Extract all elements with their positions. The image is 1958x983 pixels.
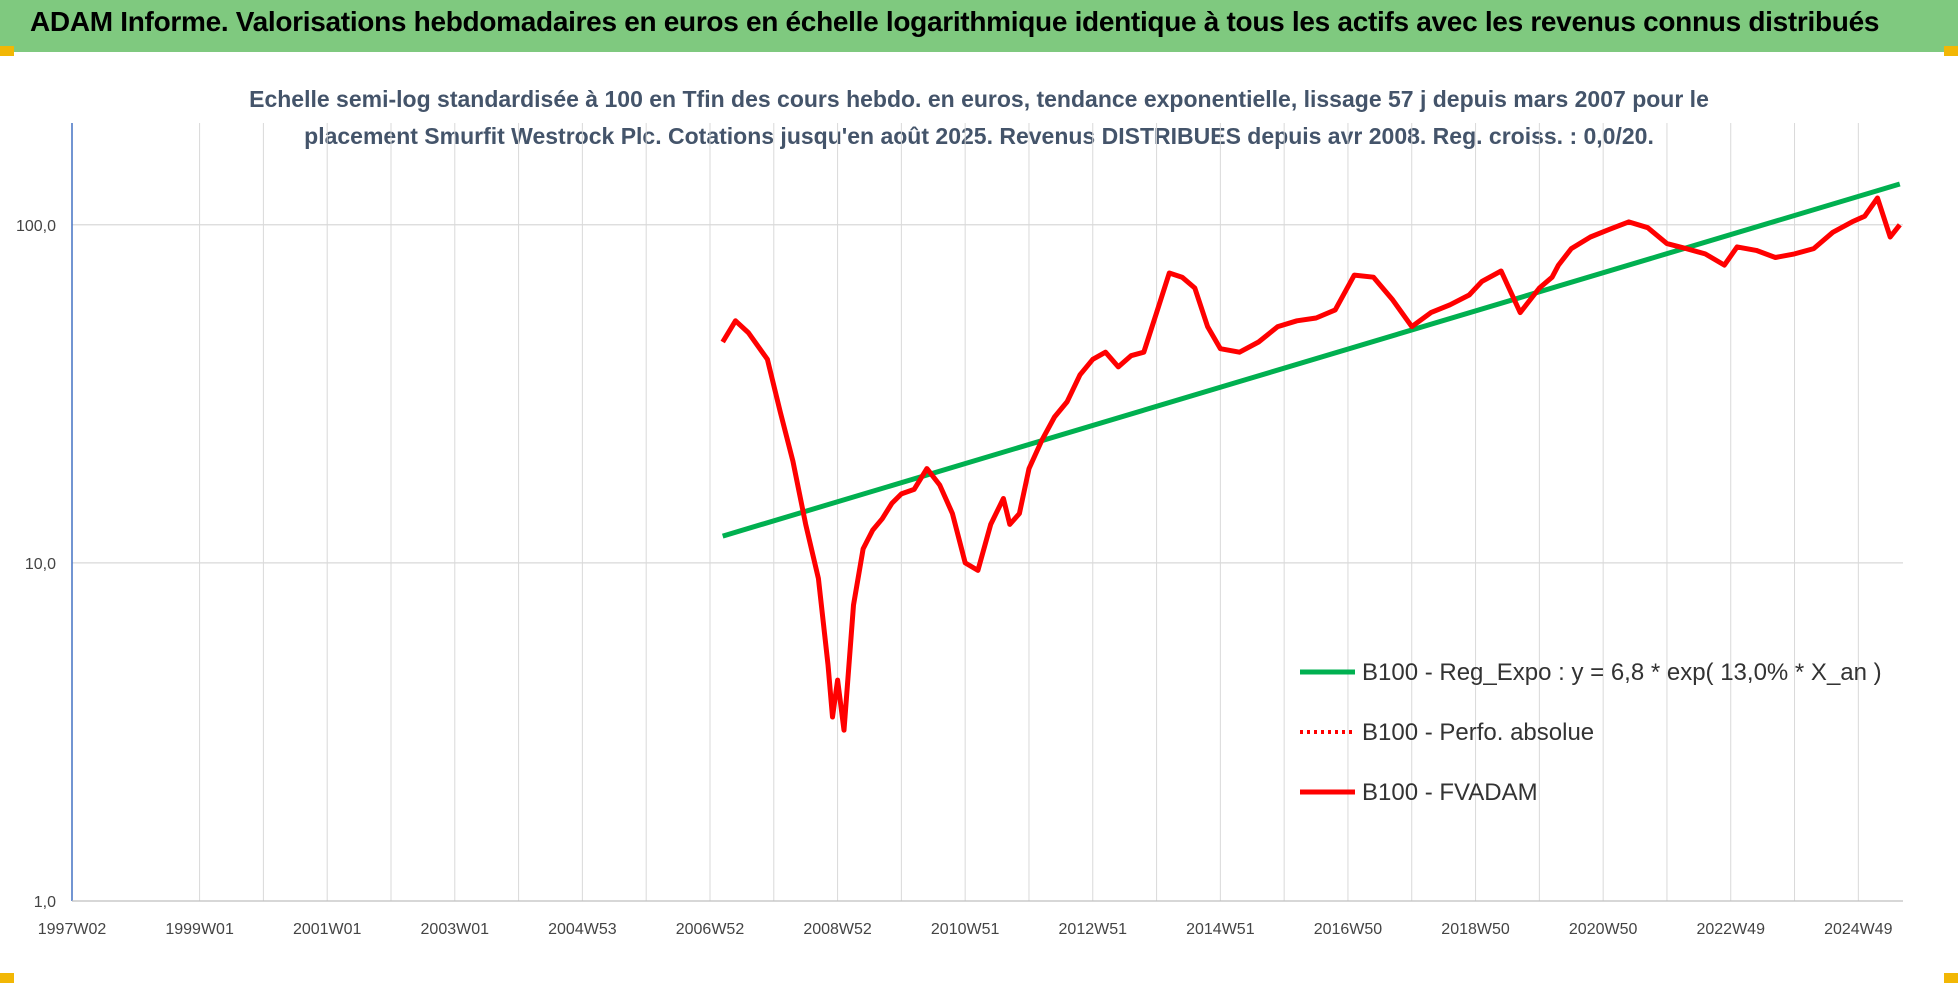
corner-mark-top-right — [1944, 46, 1958, 56]
x-tick-label: 1997W02 — [38, 921, 107, 938]
chart-area: 1,0 10,0 100,0 1997W02 1999W01 2001W01 2003W01… — [16, 123, 1903, 938]
title-bar: ADAM Informe. Valorisations hebdomadaire… — [0, 0, 1958, 52]
page-title: ADAM Informe. Valorisations hebdomadaire… — [30, 6, 1880, 37]
y-tick-label: 10,0 — [25, 556, 56, 573]
x-tick-label: 2010W51 — [931, 921, 1000, 938]
axes: 1,0 10,0 100,0 1997W02 1999W01 2001W01 2003W01… — [16, 123, 1903, 938]
x-tick-label: 2022W49 — [1696, 921, 1765, 938]
x-tick-label: 2012W51 — [1059, 921, 1128, 938]
legend-entry-regression-label: B100 - Reg_Expo : y = 6,8 * exp( 13,0% *… — [1362, 659, 1882, 686]
chart-title-line-1: Echelle semi-log standardisée à 100 en T… — [249, 86, 1709, 112]
x-tick-label: 2003W01 — [421, 921, 490, 938]
x-tick-label: 1999W01 — [165, 921, 234, 938]
x-tick-label: 2014W51 — [1186, 921, 1255, 938]
corner-mark-bottom-left — [0, 973, 14, 983]
legend-entry-fvadam-label: B100 - FVADAM — [1362, 779, 1538, 806]
y-tick-label: 1,0 — [34, 894, 56, 911]
legend-entry-perfo-label: B100 - Perfo. absolue — [1362, 719, 1594, 746]
fvadam-line — [720, 195, 1902, 733]
grid — [72, 123, 1903, 901]
y-tick-label: 100,0 — [16, 218, 56, 235]
x-tick-label: 2016W50 — [1314, 921, 1383, 938]
corner-mark-top-left — [0, 46, 14, 56]
corner-mark-bottom-right — [1944, 973, 1958, 983]
x-tick-label: 2001W01 — [293, 921, 362, 938]
x-tick-label: 2004W53 — [548, 921, 617, 938]
regression-line — [721, 181, 1901, 539]
x-tick-label: 2006W52 — [676, 921, 745, 938]
x-tick-label: 2008W52 — [803, 921, 872, 938]
chart-title-line-2: placement Smurfit Westrock Plc. Cotation… — [304, 123, 1654, 149]
x-tick-label: 2020W50 — [1569, 921, 1638, 938]
legend: B100 - Reg_Expo : y = 6,8 * exp( 13,0% *… — [1300, 659, 1882, 806]
x-tick-label: 2024W49 — [1824, 921, 1893, 938]
series — [720, 181, 1902, 733]
x-tick-label: 2018W50 — [1441, 921, 1510, 938]
